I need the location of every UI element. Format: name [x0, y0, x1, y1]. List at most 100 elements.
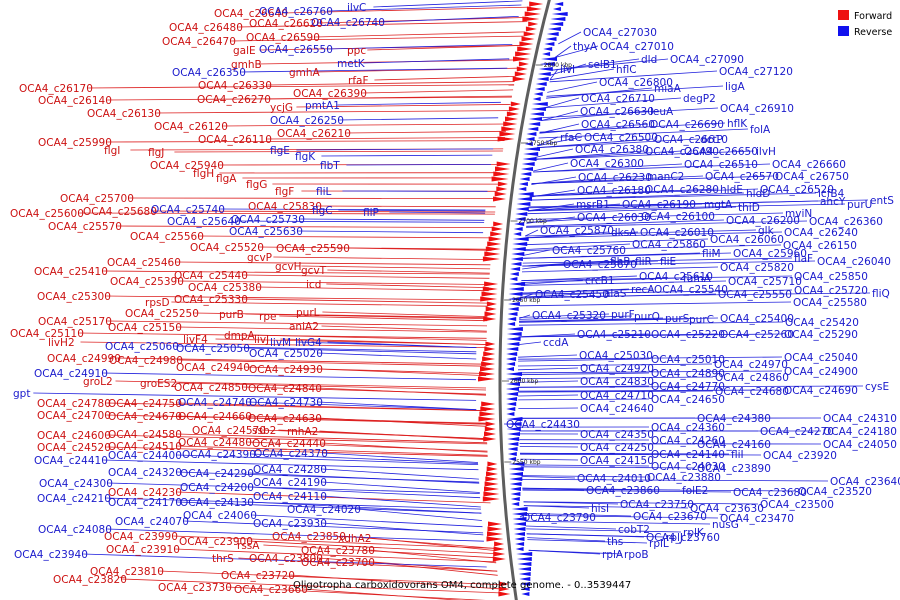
gene-label: OCA4_c24980 [109, 355, 183, 367]
gene-label: OCA4_c24210 [37, 493, 111, 505]
reverse-gene-arrow [516, 557, 532, 561]
gene-label: OCA4_c26250 [270, 115, 344, 127]
gene-label: OCA4_c24280 [253, 464, 327, 476]
gene-label: OCA4_c24740 [178, 397, 252, 409]
leader-line [322, 481, 480, 493]
leader-line [174, 150, 503, 153]
gene-label: ilvH [756, 146, 776, 158]
leader-line [129, 197, 497, 200]
leader-line [322, 495, 481, 508]
gene-label: flgA [216, 173, 237, 185]
reverse-gene-arrow [514, 217, 526, 221]
reverse-gene-arrow [513, 527, 526, 531]
leader-line [517, 372, 650, 376]
gene-label: OCA4_c26040 [817, 256, 891, 268]
leader-line [522, 488, 797, 492]
gene-label: OCA4_c26560 [581, 119, 655, 131]
gene-label: OCA4_c25260 [720, 329, 794, 341]
leader-line [280, 338, 487, 345]
gene-label: OCA4_c25110 [10, 328, 84, 340]
forward-gene-arrow [512, 76, 526, 82]
leader-line [108, 482, 480, 494]
gene-label: OCA4_c24480 [178, 437, 252, 449]
leader-line [106, 295, 489, 301]
leader-line [346, 163, 492, 166]
gene-label: OCA4_c25640 [167, 216, 241, 228]
leader-line [177, 491, 491, 504]
gene-label: OCA4_c24840 [248, 383, 322, 395]
gene-label: OCA4_c25730 [231, 214, 305, 226]
leader-line [318, 352, 477, 360]
leader-line [525, 520, 711, 525]
leader-line [517, 363, 713, 367]
leader-line [103, 459, 479, 471]
leader-line [550, 63, 587, 76]
reverse-gene-arrow [509, 277, 518, 281]
gene-label: OCA4_c26510 [684, 159, 758, 171]
gene-label: flgF [275, 186, 294, 198]
gene-label: OCA4_c24250 [580, 442, 654, 454]
leader-line [323, 452, 479, 463]
leader-line [529, 188, 644, 197]
leader-line [518, 341, 542, 345]
forward-gene-arrow [493, 546, 505, 552]
gene-label: OCA4_c26710 [581, 93, 655, 105]
forward-gene-arrow [482, 256, 500, 262]
gene-label: OCA4_c24400 [108, 450, 182, 462]
gene-label: OCA4_c25940 [150, 160, 224, 172]
gene-label: OCA4_c24260 [651, 435, 725, 447]
forward-gene-arrow [494, 191, 507, 197]
leader-line [247, 401, 477, 411]
reverse-gene-arrow [514, 537, 525, 541]
gene-label: flgJ [148, 147, 164, 159]
gene-label: rplL [649, 538, 669, 550]
gene-label: OCA4_c24310 [823, 413, 897, 425]
gene-label: OCA4_c24370 [254, 448, 328, 460]
leader-line [199, 235, 493, 239]
leader-line [245, 347, 477, 355]
leader-line [520, 466, 696, 469]
legend-forward-label: Forward [854, 11, 892, 22]
leader-line [533, 163, 771, 173]
gene-label: degP2 [683, 93, 716, 105]
leader-line [526, 212, 784, 220]
forward-gene-arrow [483, 316, 497, 322]
gene-label: rssA [237, 540, 260, 552]
leader-line [523, 252, 732, 259]
reverse-gene-arrow [508, 287, 524, 291]
leader-line [523, 501, 759, 505]
reverse-gene-arrow [535, 82, 547, 86]
gene-label: fliL [316, 186, 332, 198]
gene-label: livH2 [48, 337, 75, 349]
tick-label: 2800 kbp [544, 62, 572, 69]
leader-line [531, 175, 646, 184]
leader-line [327, 269, 490, 274]
gene-label: OCA4_c23880 [647, 472, 721, 484]
reverse-gene-arrow [506, 397, 518, 401]
leader-line [171, 301, 488, 307]
gene-label: OCA4_c26240 [784, 227, 858, 239]
gene-label: OCA4_c24570 [192, 425, 266, 437]
reverse-gene-arrow [518, 187, 527, 191]
reverse-gene-arrow [507, 302, 520, 306]
gene-label: OCA4_c23930 [253, 518, 327, 530]
gene-label: OCA4_c25610 [639, 271, 713, 283]
leader-line [83, 553, 487, 568]
gene-label: OCA4_c25600 [10, 208, 84, 220]
forward-gene-arrow [482, 496, 500, 502]
leader-line [279, 315, 488, 322]
gene-label: OCA4_c26480 [169, 22, 243, 34]
gene-label: OCA4_c26360 [809, 216, 883, 228]
reverse-gene-arrow [506, 372, 522, 376]
gene-label: OCA4_c24110 [253, 491, 327, 503]
leader-line [524, 231, 639, 239]
leader-line [524, 514, 719, 519]
reverse-gene-arrow [506, 362, 516, 366]
leader-line [519, 314, 531, 319]
leader-line [537, 136, 583, 147]
leader-line [535, 150, 683, 160]
reverse-gene-arrow [512, 517, 527, 521]
leader-line [301, 265, 491, 270]
gene-label: glk [758, 225, 775, 237]
